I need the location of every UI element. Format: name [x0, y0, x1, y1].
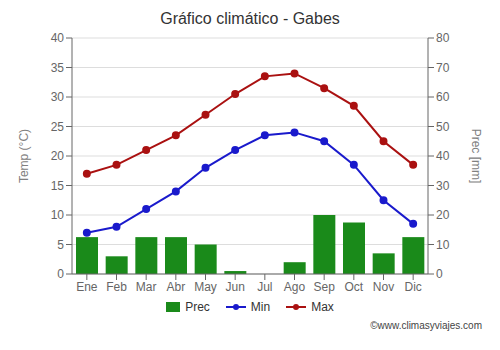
svg-text:15: 15 [51, 179, 65, 193]
svg-text:Ene: Ene [76, 280, 98, 294]
svg-text:30: 30 [436, 179, 450, 193]
svg-text:Oct: Oct [344, 280, 363, 294]
svg-text:10: 10 [436, 238, 450, 252]
svg-text:Prec [mm]: Prec [mm] [469, 129, 483, 184]
svg-text:Jul: Jul [257, 280, 272, 294]
svg-text:30: 30 [51, 90, 65, 104]
svg-text:70: 70 [436, 61, 450, 75]
svg-text:60: 60 [436, 90, 450, 104]
svg-text:Sep: Sep [313, 280, 335, 294]
html-text:©www.climasyviajes.com: ©www.climasyviajes.com [370, 320, 482, 331]
svg-text:May: May [194, 280, 217, 294]
svg-text:35: 35 [51, 61, 65, 75]
svg-text:Nov: Nov [373, 280, 394, 294]
html-text:Max: Max [311, 300, 334, 314]
svg-text:80: 80 [436, 31, 450, 45]
svg-text:20: 20 [51, 149, 65, 163]
svg-text:Abr: Abr [166, 280, 185, 294]
svg-text:Mar: Mar [136, 280, 157, 294]
svg-text:40: 40 [436, 149, 450, 163]
html-text:Gráfico climático - Gabes: Gráfico climático - Gabes [160, 10, 340, 27]
svg-text:0: 0 [57, 267, 64, 281]
svg-text:Temp (°C): Temp (°C) [17, 129, 31, 183]
svg-text:0: 0 [436, 267, 443, 281]
svg-text:Ago: Ago [284, 280, 306, 294]
html-text:Min: Min [250, 300, 271, 314]
svg-text:5: 5 [57, 238, 64, 252]
svg-text:10: 10 [51, 208, 65, 222]
svg-text:40: 40 [51, 31, 65, 45]
html-text:Prec: Prec [185, 300, 210, 314]
svg-text:Jun: Jun [225, 280, 244, 294]
svg-text:25: 25 [51, 120, 65, 134]
svg-text:Feb: Feb [106, 280, 127, 294]
svg-text:50: 50 [436, 120, 450, 134]
svg-text:Dic: Dic [404, 280, 421, 294]
svg-text:20: 20 [436, 208, 450, 222]
